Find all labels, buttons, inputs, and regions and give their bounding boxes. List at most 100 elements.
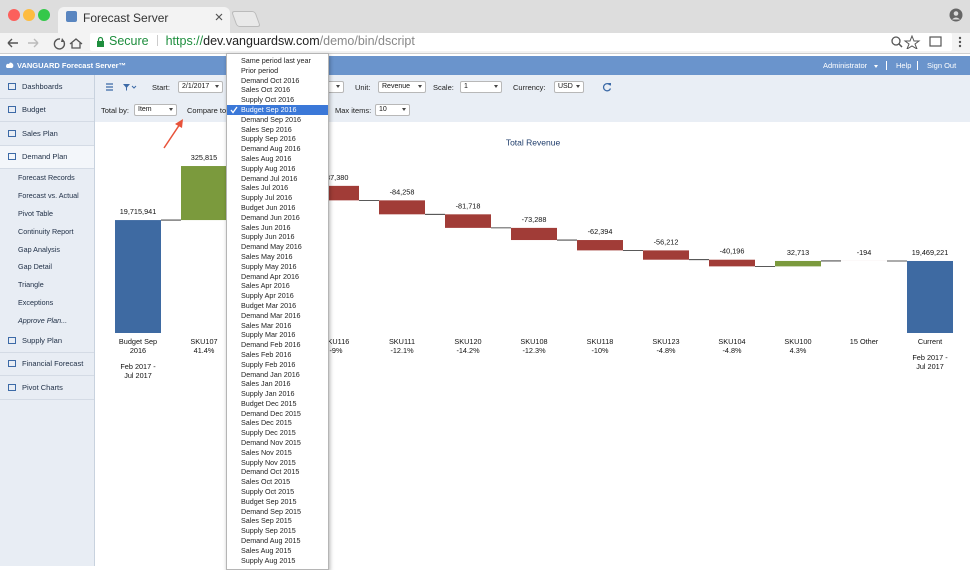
dropdown-option[interactable]: Supply Feb 2016 bbox=[227, 360, 328, 370]
dropdown-option[interactable]: Sales Jan 2016 bbox=[227, 379, 328, 389]
dropdown-option[interactable]: Supply Aug 2015 bbox=[227, 556, 328, 566]
annotation-arrow bbox=[160, 116, 188, 152]
value-label: -40,196 bbox=[720, 247, 745, 256]
dropdown-option[interactable]: Demand Nov 2015 bbox=[227, 438, 328, 448]
dropdown-option[interactable]: Supply Jul 2016 bbox=[227, 193, 328, 203]
change-label: -4.8% bbox=[703, 346, 761, 355]
dropdown-option[interactable]: Sales May 2016 bbox=[227, 252, 328, 262]
bar bbox=[511, 228, 557, 240]
dropdown-option[interactable]: Supply Sep 2015 bbox=[227, 526, 328, 536]
dropdown-option[interactable]: Demand May 2016 bbox=[227, 242, 328, 252]
category-label: SKU120 bbox=[439, 337, 497, 346]
change-label: 41.4% bbox=[175, 346, 233, 355]
dropdown-option[interactable]: Demand Jan 2016 bbox=[227, 370, 328, 380]
change-label: -14.2% bbox=[439, 346, 497, 355]
dropdown-option[interactable]: Sales Apr 2016 bbox=[227, 281, 328, 291]
value-label: 32,713 bbox=[787, 248, 809, 257]
dropdown-option[interactable]: Budget Jun 2016 bbox=[227, 203, 328, 213]
dropdown-option[interactable]: Sales Aug 2016 bbox=[227, 154, 328, 164]
dropdown-option[interactable]: Supply Oct 2016 bbox=[227, 95, 328, 105]
change-label: -10% bbox=[571, 346, 629, 355]
dropdown-option[interactable]: Demand Mar 2016 bbox=[227, 311, 328, 321]
value-label: -81,718 bbox=[456, 201, 481, 210]
dropdown-option[interactable]: Demand Sep 2015 bbox=[227, 507, 328, 517]
category-label: SKU123 bbox=[637, 337, 695, 346]
dropdown-option[interactable]: Supply Dec 2015 bbox=[227, 428, 328, 438]
dropdown-option[interactable]: Demand Jul 2016 bbox=[227, 174, 328, 184]
dropdown-option[interactable]: Sales Oct 2016 bbox=[227, 85, 328, 95]
bar bbox=[445, 214, 491, 228]
category-label: SKU104 bbox=[703, 337, 761, 346]
dropdown-option[interactable]: Budget Sep 2015 bbox=[227, 497, 328, 507]
dropdown-option[interactable]: Demand Aug 2016 bbox=[227, 144, 328, 154]
category-label: Budget Sep 2016 bbox=[113, 337, 163, 355]
dropdown-option[interactable]: Budget Mar 2016 bbox=[227, 301, 328, 311]
dropdown-option[interactable]: Prior period bbox=[227, 66, 328, 76]
dropdown-option[interactable]: Sales Aug 2015 bbox=[227, 546, 328, 556]
dropdown-option[interactable]: Demand Aug 2015 bbox=[227, 536, 328, 546]
change-label: 4.3% bbox=[769, 346, 827, 355]
dropdown-option[interactable]: Demand Oct 2015 bbox=[227, 467, 328, 477]
dropdown-option[interactable]: Same period last year bbox=[227, 56, 328, 66]
category-label: SKU118 bbox=[571, 337, 629, 346]
dropdown-option[interactable]: Demand Oct 2016 bbox=[227, 76, 328, 86]
dropdown-option[interactable]: Supply Nov 2015 bbox=[227, 458, 328, 468]
value-label: -84,258 bbox=[390, 187, 415, 196]
dropdown-option[interactable]: Sales Sep 2016 bbox=[227, 125, 328, 135]
dropdown-option[interactable]: Supply May 2016 bbox=[227, 262, 328, 272]
change-label: -4.8% bbox=[637, 346, 695, 355]
bar bbox=[181, 166, 227, 220]
period-label: Feb 2017 - Jul 2017 bbox=[909, 353, 951, 371]
dropdown-option[interactable]: Sales Jul 2016 bbox=[227, 183, 328, 193]
value-label: 19,715,941 bbox=[120, 207, 157, 216]
value-label: 325,815 bbox=[191, 153, 217, 162]
bar bbox=[577, 240, 623, 250]
dropdown-option[interactable]: Sales Dec 2015 bbox=[227, 418, 328, 428]
dropdown-option[interactable]: Supply Mar 2016 bbox=[227, 330, 328, 340]
bar bbox=[379, 200, 425, 214]
category-label: SKU107 bbox=[175, 337, 233, 346]
dropdown-option[interactable]: Sales Oct 2015 bbox=[227, 477, 328, 487]
bar bbox=[643, 250, 689, 259]
dropdown-option[interactable]: Supply Apr 2016 bbox=[227, 291, 328, 301]
category-label: SKU100 bbox=[769, 337, 827, 346]
bar bbox=[115, 220, 161, 333]
dropdown-option[interactable]: Sales Mar 2016 bbox=[227, 321, 328, 331]
dropdown-option[interactable]: Sales Jun 2016 bbox=[227, 223, 328, 233]
category-label: SKU111 bbox=[373, 337, 431, 346]
dropdown-option[interactable]: Sales Feb 2016 bbox=[227, 350, 328, 360]
chart-title: Total Revenue bbox=[506, 137, 561, 147]
period-label: Feb 2017 - Jul 2017 bbox=[117, 362, 159, 380]
value-label: -194 bbox=[857, 248, 872, 257]
dropdown-option[interactable]: Budget Sep 2016 bbox=[227, 105, 328, 115]
category-label: Current bbox=[901, 337, 959, 346]
dropdown-option[interactable]: Supply Jun 2016 bbox=[227, 232, 328, 242]
change-label: -12.1% bbox=[373, 346, 431, 355]
dropdown-option[interactable]: Demand Jun 2016 bbox=[227, 213, 328, 223]
category-label: 15 Other bbox=[835, 337, 893, 346]
bar bbox=[907, 261, 953, 333]
dropdown-option[interactable]: Demand Apr 2016 bbox=[227, 272, 328, 282]
checkmark bbox=[230, 106, 238, 114]
value-label: -56,212 bbox=[654, 237, 679, 246]
dropdown-option[interactable]: Demand Dec 2015 bbox=[227, 409, 328, 419]
bar bbox=[709, 260, 755, 267]
dropdown-option[interactable]: Supply Jan 2016 bbox=[227, 389, 328, 399]
dropdown-option[interactable]: Supply Aug 2016 bbox=[227, 164, 328, 174]
dropdown-option[interactable]: Supply Sep 2016 bbox=[227, 134, 328, 144]
value-label: -62,394 bbox=[588, 227, 613, 236]
category-label: SKU108 bbox=[505, 337, 563, 346]
dropdown-option[interactable]: Sales Nov 2015 bbox=[227, 448, 328, 458]
dropdown-option[interactable]: Demand Sep 2016 bbox=[227, 115, 328, 125]
value-label: -73,288 bbox=[522, 215, 547, 224]
value-label: 19,469,221 bbox=[912, 248, 949, 257]
bar bbox=[775, 261, 821, 266]
dropdown-option[interactable]: Sales Sep 2015 bbox=[227, 516, 328, 526]
dropdown-option[interactable]: Budget Dec 2015 bbox=[227, 399, 328, 409]
dropdown-option[interactable]: Supply Oct 2015 bbox=[227, 487, 328, 497]
dropdown-option[interactable]: Demand Feb 2016 bbox=[227, 340, 328, 350]
change-label: -12.3% bbox=[505, 346, 563, 355]
